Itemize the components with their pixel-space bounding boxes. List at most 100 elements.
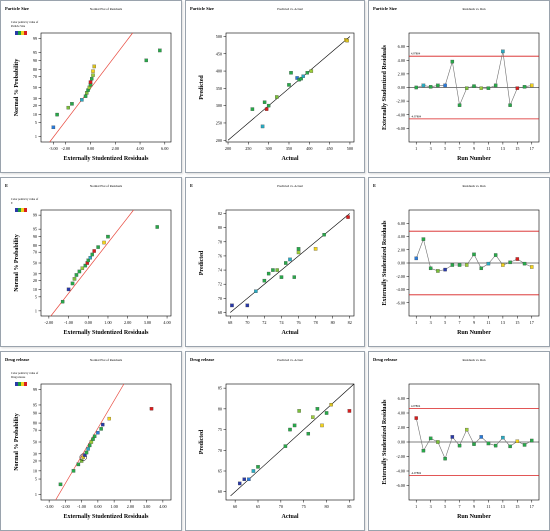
panel-label: Particle Size xyxy=(373,6,397,11)
x-tick-label: 11 xyxy=(486,320,490,325)
x-tick-label: 68 xyxy=(228,320,232,325)
data-point xyxy=(295,76,299,80)
x-tick-label: 65 xyxy=(256,504,260,509)
data-point xyxy=(530,438,534,443)
chart-predicted-actual-particle-size: Particle Size Predicted vs. Actual 200 250 3… xyxy=(190,6,355,162)
fit-line xyxy=(50,209,134,317)
x-axis-label: Externally Studentized Residuals xyxy=(63,156,149,162)
small-chart-title: Predicted vs. Actual xyxy=(277,184,303,188)
data-point xyxy=(283,444,288,448)
y-axis-label: Externally Studentized Residuals xyxy=(382,220,388,306)
legend-caption: Color points by value of xyxy=(11,21,38,24)
data-point xyxy=(83,263,88,268)
data-point xyxy=(51,125,56,130)
y-tick-label: 0.00 xyxy=(398,440,405,445)
data-point xyxy=(508,444,512,449)
x-tick-label: 1 xyxy=(415,504,417,509)
data-point xyxy=(297,409,301,413)
y-tick-label: 30 xyxy=(33,271,37,276)
y-tick-label: -2.00 xyxy=(396,454,405,459)
x-tick-label: 74 xyxy=(279,320,284,325)
y-tick-label: 70 xyxy=(218,448,222,453)
y-tick-label: 90 xyxy=(33,411,37,416)
data-point xyxy=(472,84,476,88)
x-tick-label: -3.00 xyxy=(45,504,54,509)
data-point xyxy=(311,415,315,419)
x-tick-label: 75 xyxy=(302,504,306,509)
data-point xyxy=(301,74,305,78)
y-tick-label: 95 xyxy=(33,50,37,55)
data-point xyxy=(436,83,440,88)
data-point xyxy=(256,465,260,469)
x-tick-label: 0.00 xyxy=(87,146,94,151)
y-tick-label: -4.00 xyxy=(396,112,405,117)
x-tick-label: 2.00 xyxy=(112,146,119,151)
y-axis-label: Predicted xyxy=(199,429,205,454)
plot-area xyxy=(40,383,172,501)
data-point xyxy=(262,100,267,104)
data-point xyxy=(230,303,234,308)
y-tick-label: 80 xyxy=(33,243,37,248)
data-point xyxy=(72,277,77,281)
legend-variable: Particle Size xyxy=(11,25,26,28)
data-point xyxy=(91,437,95,441)
data-point xyxy=(346,215,350,219)
data-point xyxy=(515,86,520,90)
data-point xyxy=(428,436,433,441)
data-point xyxy=(275,95,279,99)
x-tick-label: 76 xyxy=(296,320,300,325)
data-point xyxy=(436,269,440,273)
data-point xyxy=(522,443,527,447)
x-tick-label: 5 xyxy=(444,504,446,509)
data-point xyxy=(86,447,90,451)
x-tick-label: 4.00 xyxy=(159,504,166,509)
data-point xyxy=(501,49,505,54)
y-tick-label: 76 xyxy=(218,253,222,258)
x-tick-label: 0.00 xyxy=(94,504,101,509)
data-point xyxy=(428,266,433,271)
x-axis-label: Externally Studentized Residuals xyxy=(63,514,149,520)
x-tick-label: 500 xyxy=(347,146,353,151)
x-tick-label: 1.00 xyxy=(110,504,117,509)
data-point xyxy=(237,481,242,486)
data-point xyxy=(493,443,498,448)
y-tick-label: 70 xyxy=(33,74,37,79)
legend-gradient-swatch xyxy=(21,382,24,386)
data-point xyxy=(251,469,256,473)
data-point xyxy=(299,76,303,81)
data-point xyxy=(443,267,447,272)
x-tick-label: 450 xyxy=(326,146,332,151)
panel-normal-plot-e: E Normal Plot of Residuals Color points by… xyxy=(0,177,182,347)
data-point xyxy=(486,86,491,90)
y-tick-label: -2.00 xyxy=(396,99,405,104)
small-chart-title: Predicted vs. Actual xyxy=(277,7,303,11)
x-tick-label: 1 xyxy=(415,320,417,325)
x-axis-label: Actual xyxy=(282,156,299,162)
x-tick-label: 6.00 xyxy=(161,146,168,151)
data-point xyxy=(443,456,447,461)
data-point xyxy=(296,247,301,251)
data-point xyxy=(245,303,250,308)
data-point xyxy=(313,247,318,251)
y-tick-label: 10 xyxy=(33,287,37,292)
x-tick-label: 15 xyxy=(515,504,519,509)
data-point xyxy=(144,58,148,63)
x-axis-label: Actual xyxy=(282,330,299,336)
data-point xyxy=(479,435,483,439)
y-tick-label: 50 xyxy=(33,440,37,445)
x-tick-label: 5 xyxy=(444,146,446,151)
y-axis-label: Predicted xyxy=(199,75,205,100)
data-point xyxy=(83,94,88,98)
panel-label: Particle Size xyxy=(5,6,29,11)
data-point xyxy=(247,477,251,482)
y-tick-label: 350 xyxy=(216,86,222,91)
data-point xyxy=(530,265,534,269)
data-point xyxy=(479,86,483,90)
x-tick-label: 72 xyxy=(262,320,266,325)
y-tick-label: 1 xyxy=(35,134,37,139)
data-point xyxy=(530,83,534,88)
limit-line-label: 4.97804 xyxy=(411,53,421,56)
x-tick-label: 70 xyxy=(245,320,249,325)
data-point xyxy=(102,240,106,245)
